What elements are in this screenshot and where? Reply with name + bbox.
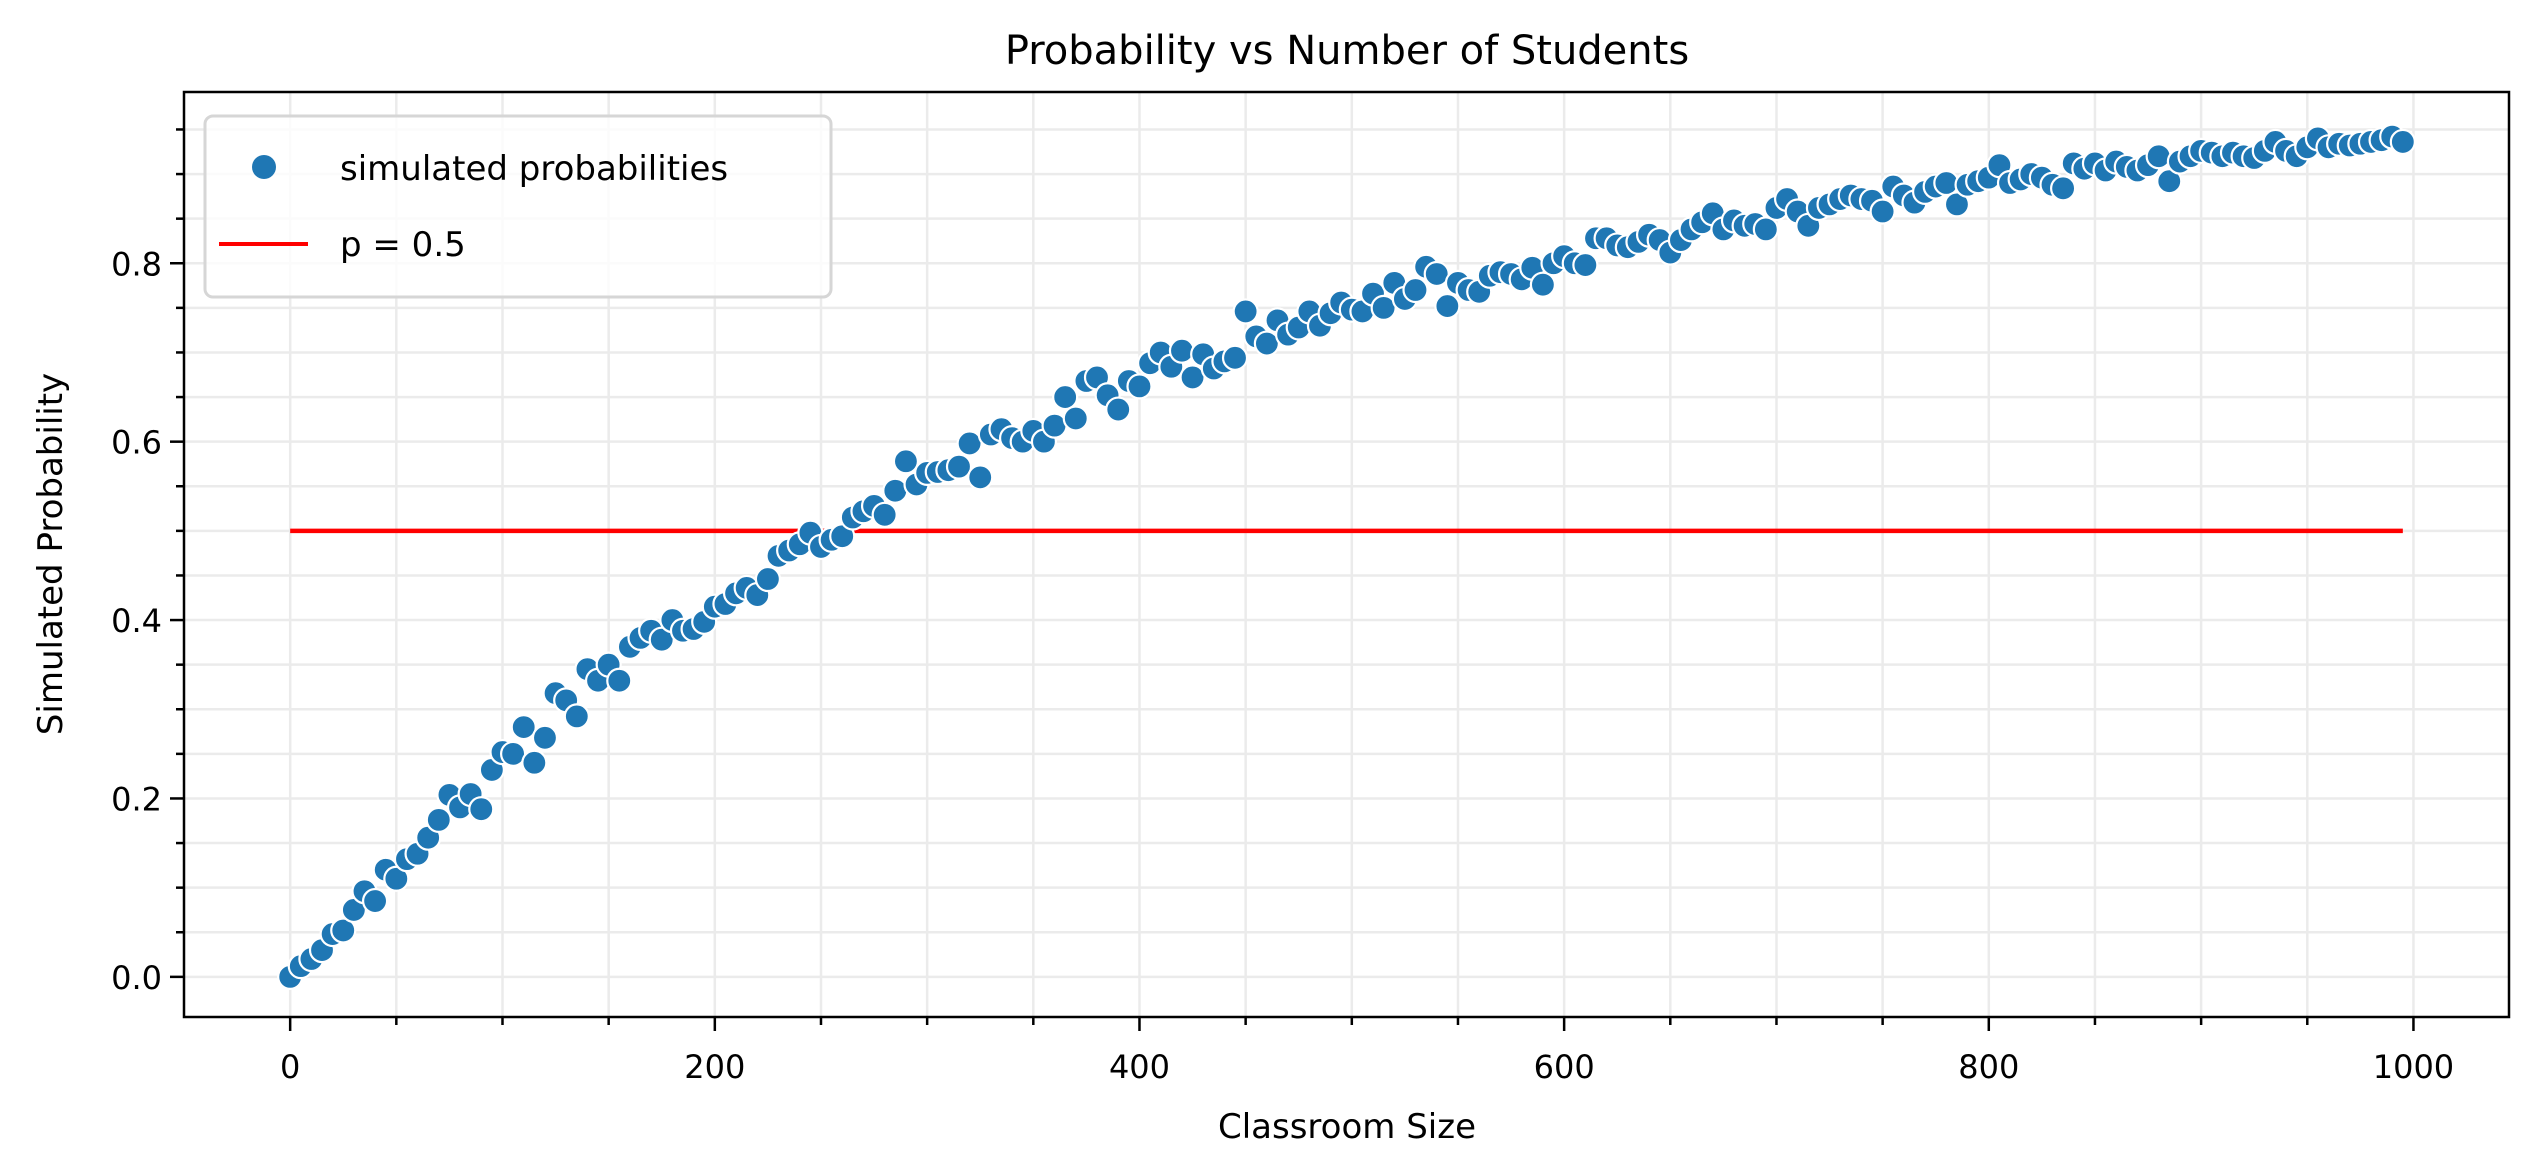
data-point <box>2389 128 2416 156</box>
x-axis-ticks: 0 200 400 600 800 1000 <box>280 1017 2454 1086</box>
data-point <box>1126 373 1153 400</box>
x-tick-label: 800 <box>1958 1048 2019 1086</box>
y-axis-label: Simulated Probability <box>31 373 71 735</box>
legend-label-threshold: p = 0.5 <box>340 225 466 265</box>
data-point <box>871 501 898 528</box>
y-tick-label: 0.6 <box>111 424 162 462</box>
data-point <box>945 453 973 480</box>
data-point <box>1232 298 1259 325</box>
data-point <box>1752 216 1779 243</box>
scatter-points <box>277 123 2416 990</box>
x-axis-label: Classroom Size <box>1218 1107 1476 1147</box>
data-point <box>1869 198 1896 225</box>
data-point <box>967 464 994 491</box>
x-tick-label: 600 <box>1534 1048 1595 1086</box>
data-point <box>892 448 920 475</box>
legend-label-simulated: simulated probabilities <box>340 149 728 189</box>
data-point <box>531 724 559 751</box>
data-point <box>510 714 537 741</box>
legend: simulated probabilities p = 0.5 <box>203 114 833 299</box>
data-point <box>425 806 452 833</box>
legend-box <box>203 114 833 299</box>
data-point <box>606 667 633 694</box>
data-point <box>1402 276 1429 304</box>
data-point <box>1105 396 1132 423</box>
data-point <box>1529 271 1557 298</box>
y-tick-label: 0.4 <box>111 602 162 640</box>
y-axis-ticks: 0.0 0.2 0.4 0.6 0.8 <box>111 128 184 997</box>
data-point <box>2145 143 2172 170</box>
data-point <box>1052 383 1079 411</box>
data-point <box>563 703 590 730</box>
legend-marker-icon <box>252 155 276 179</box>
data-point <box>754 565 782 593</box>
y-tick-label: 0.8 <box>111 245 162 283</box>
y-tick-label: 0.0 <box>111 959 162 997</box>
data-point <box>1062 405 1089 432</box>
data-point <box>2050 175 2077 202</box>
y-tick-label: 0.2 <box>111 780 162 818</box>
data-point <box>521 749 548 776</box>
axes-frame <box>182 90 2511 1019</box>
data-point <box>1572 251 1599 279</box>
x-tick-label: 0 <box>280 1048 300 1086</box>
x-tick-label: 400 <box>1109 1048 1170 1086</box>
data-point <box>1221 344 1249 371</box>
data-point <box>361 887 389 915</box>
x-tick-label: 200 <box>684 1048 745 1086</box>
data-point <box>468 796 495 823</box>
data-point <box>1168 337 1196 364</box>
data-point <box>330 917 357 944</box>
chart-title: Probability vs Number of Students <box>1005 28 1689 74</box>
x-tick-label: 1000 <box>2373 1048 2454 1086</box>
data-point <box>1434 292 1461 320</box>
